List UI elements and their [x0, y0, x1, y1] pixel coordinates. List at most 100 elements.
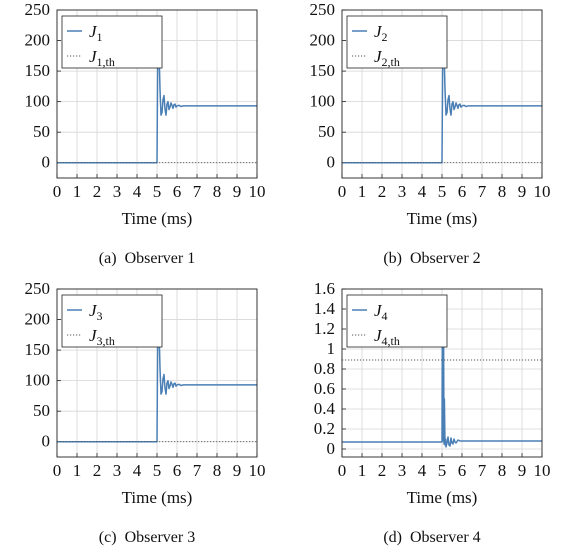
y-tick-label: 200 — [25, 310, 51, 329]
y-tick-label: 150 — [310, 61, 336, 80]
x-tick-label: 2 — [93, 461, 102, 480]
legend-label-main: J — [89, 22, 98, 41]
caption-label: (a) — [99, 250, 117, 267]
panel-caption: (a) Observer 1 — [99, 250, 195, 267]
caption-label: (d) — [383, 529, 402, 546]
x-tick-label: 1 — [358, 182, 367, 201]
y-tick-label: 100 — [25, 92, 51, 111]
x-tick-label: 6 — [458, 182, 467, 201]
y-tick-label: 150 — [25, 61, 51, 80]
y-tick-label: 150 — [25, 340, 51, 359]
legend-label: J3,th — [89, 326, 115, 348]
x-axis-title: Time (ms) — [407, 209, 478, 228]
series-group — [342, 300, 542, 448]
x-tick-label: 2 — [378, 182, 387, 201]
series-line-j-3 — [57, 295, 257, 443]
x-tick-label: 1 — [358, 461, 367, 480]
y-tick-label: 250 — [310, 0, 336, 19]
x-tick-label: 7 — [193, 182, 202, 201]
x-tick-label: 4 — [133, 461, 142, 480]
y-tick-label: 0.4 — [314, 399, 336, 418]
x-tick-label: 4 — [418, 461, 427, 480]
y-tick-label: 200 — [310, 31, 336, 50]
plot-frame — [341, 288, 543, 458]
caption-title: Observer 2 — [410, 250, 481, 267]
panel-observer-1: 0 1 2 3 4 5 6 7 8 9 10 0 50 100 150 200 250 J1 J1,th Time (… — [0, 0, 284, 279]
x-tick-label: 6 — [173, 461, 182, 480]
legend-label-sub: 2 — [382, 30, 388, 44]
chart-svg: 0 1 2 3 4 5 6 7 8 9 1000.20.40.60.811.21.41.6J4J4,… — [314, 279, 551, 546]
y-tick-label: 1.2 — [314, 319, 335, 338]
x-tick-label: 4 — [133, 182, 142, 201]
x-tick-label: 7 — [478, 182, 487, 201]
legend: J2 J2,th — [346, 15, 448, 69]
legend-label-main: J — [374, 301, 383, 320]
x-tick-label: 6 — [458, 461, 467, 480]
x-tick-label: 7 — [478, 461, 487, 480]
panel-observer-3: 0 1 2 3 4 5 6 7 8 9 10 0 50 100 150 200 250 J3 J3,th Time (… — [0, 279, 284, 558]
x-tick-label: 0 — [53, 182, 62, 201]
x-tick-label: 8 — [498, 182, 507, 201]
x-tick-label: 0 — [338, 461, 347, 480]
legend-label: J4 — [374, 301, 388, 323]
plot-frame — [56, 9, 258, 179]
legend-box — [61, 15, 163, 69]
legend-label-main: J — [374, 326, 383, 345]
y-tick-label: 0 — [42, 153, 51, 172]
x-tick-label: 2 — [378, 461, 387, 480]
legend-label-main: J — [374, 22, 383, 41]
series-group — [57, 16, 257, 164]
x-tick-label: 4 — [418, 182, 427, 201]
x-axis-title: Time (ms) — [407, 488, 478, 507]
plot-frame — [341, 9, 543, 179]
y-tick-label: 0.2 — [314, 419, 335, 438]
legend-label: J2,th — [374, 47, 400, 69]
caption-label: (c) — [99, 529, 117, 546]
y-tick-label: 1.6 — [314, 279, 335, 298]
legend-label: J2 — [374, 22, 388, 44]
x-tick-label: 0 — [338, 182, 347, 201]
caption-title: Observer 4 — [410, 529, 481, 546]
y-tick-label: 50 — [33, 122, 50, 141]
y-tick-label: 250 — [25, 279, 51, 298]
y-tick-label: 0.8 — [314, 359, 335, 378]
legend-box — [61, 294, 163, 348]
y-tick-label: 200 — [25, 31, 51, 50]
x-tick-label: 9 — [518, 461, 527, 480]
x-tick-label: 3 — [113, 182, 122, 201]
series-line-j-4 — [342, 300, 542, 448]
legend-label-sub: 4 — [382, 309, 388, 323]
x-tick-label: 9 — [233, 461, 242, 480]
series-line-j-2 — [342, 16, 542, 164]
y-tick-label: 50 — [318, 122, 335, 141]
y-tick-label: 1 — [327, 339, 336, 358]
legend-label: J1 — [89, 22, 103, 44]
x-tick-label: 10 — [249, 182, 266, 201]
x-tick-label: 5 — [438, 182, 447, 201]
x-tick-label: 8 — [498, 461, 507, 480]
x-tick-label: 5 — [153, 461, 162, 480]
panel-observer-2: 0 1 2 3 4 5 6 7 8 9 10 0 50 100 150 200 250 J2 J2,th Time (… — [285, 0, 569, 279]
y-tick-label: 1.4 — [314, 299, 336, 318]
series-line-j-1 — [57, 16, 257, 164]
y-tick-label: 0 — [42, 432, 51, 451]
legend-label-main: J — [89, 326, 98, 345]
x-tick-label: 8 — [213, 182, 222, 201]
x-tick-label: 10 — [249, 461, 266, 480]
x-tick-label: 10 — [534, 182, 551, 201]
legend-label-sub: 4,th — [382, 334, 400, 348]
x-tick-label: 10 — [534, 461, 551, 480]
panel-observer-4: 0 1 2 3 4 5 6 7 8 9 10 0 0.2 0.4 0.6 0.8 1 1.2 1.4 1.6 J4 J4,… — [285, 279, 569, 558]
x-tick-label: 0 — [53, 461, 62, 480]
panel-caption: (d) Observer 4 — [383, 529, 480, 546]
y-tick-label: 0 — [327, 153, 336, 172]
x-tick-label: 1 — [73, 461, 82, 480]
y-tick-label: 100 — [310, 92, 336, 111]
